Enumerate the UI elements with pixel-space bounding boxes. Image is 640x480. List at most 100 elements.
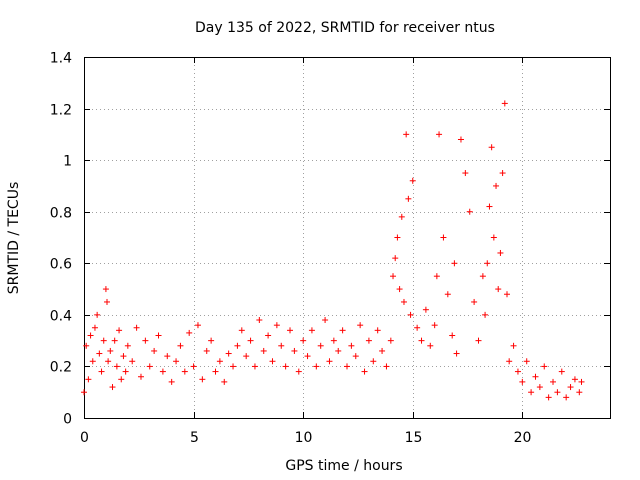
- data-point: [541, 363, 548, 370]
- data-point: [317, 342, 324, 349]
- data-point: [190, 363, 197, 370]
- x-axis-label: GPS time / hours: [285, 458, 402, 474]
- data-point: [431, 322, 438, 329]
- data-point: [122, 368, 129, 375]
- data-point: [344, 363, 350, 370]
- data-point: [490, 234, 497, 241]
- data-point: [265, 332, 272, 339]
- data-point: [387, 337, 394, 344]
- data-point: [238, 327, 245, 334]
- data-point: [578, 378, 585, 385]
- data-point: [208, 337, 215, 344]
- y-tick-labels: 0 0.2 0.4 0.6 0.8 1 1.2 1.4: [50, 51, 72, 428]
- data-point: [330, 337, 337, 344]
- data-point: [164, 353, 171, 360]
- data-point: [203, 347, 210, 354]
- data-point: [326, 358, 333, 365]
- data-point: [137, 373, 144, 380]
- data-point: [536, 384, 543, 391]
- data-point: [558, 368, 565, 375]
- data-point: [567, 384, 574, 391]
- data-point: [451, 260, 458, 267]
- data-point: [499, 170, 506, 177]
- data-point: [313, 363, 320, 370]
- data-point: [488, 144, 495, 151]
- data-point: [493, 182, 500, 189]
- data-point: [91, 324, 98, 331]
- data-point: [348, 342, 355, 349]
- data-point: [554, 389, 561, 396]
- data-point: [497, 249, 504, 256]
- data-point: [234, 342, 241, 349]
- plot-frame: [84, 57, 611, 419]
- axis-ticks: [84, 57, 610, 419]
- data-points: [81, 100, 585, 401]
- y-tick-label: 1.2: [50, 103, 72, 119]
- data-point: [484, 260, 491, 267]
- data-point: [251, 363, 258, 370]
- data-point: [155, 332, 162, 339]
- data-point: [506, 358, 513, 365]
- data-point: [475, 337, 482, 344]
- data-point: [471, 298, 478, 305]
- data-point: [405, 195, 412, 202]
- data-point: [295, 368, 302, 375]
- data-point: [89, 358, 96, 365]
- y-tick-label: 1: [63, 154, 72, 170]
- data-point: [300, 337, 307, 344]
- data-point: [550, 378, 557, 385]
- data-point: [407, 311, 414, 318]
- data-point: [113, 363, 120, 370]
- data-point: [230, 363, 237, 370]
- data-point: [146, 363, 153, 370]
- chart-title: Day 135 of 2022, SRMTID for receiver ntu…: [195, 20, 495, 36]
- data-point: [260, 347, 267, 354]
- y-tick-label: 0.2: [50, 360, 72, 376]
- x-tick-label: 0: [80, 430, 89, 446]
- data-point: [243, 353, 250, 360]
- data-point: [503, 291, 510, 298]
- data-point: [510, 342, 517, 349]
- data-point: [177, 342, 184, 349]
- data-point: [495, 286, 502, 293]
- data-point: [453, 350, 460, 357]
- data-point: [102, 286, 109, 293]
- data-point: [501, 100, 508, 107]
- data-point: [370, 358, 377, 365]
- data-point: [532, 373, 539, 380]
- data-point: [436, 131, 443, 138]
- data-point: [194, 322, 201, 329]
- data-point: [374, 327, 381, 334]
- data-point: [409, 177, 416, 184]
- data-point: [120, 353, 127, 360]
- grid-lines: [84, 57, 610, 418]
- data-point: [514, 368, 521, 375]
- data-point: [571, 376, 578, 383]
- data-point: [269, 358, 276, 365]
- data-point: [85, 376, 92, 383]
- data-point: [291, 347, 298, 354]
- data-point: [339, 327, 346, 334]
- data-point: [100, 337, 107, 344]
- y-tick-label: 0.6: [50, 257, 72, 273]
- data-point: [273, 322, 280, 329]
- data-point: [390, 273, 397, 280]
- data-point: [118, 376, 125, 383]
- y-axis-label: SRMTID / TECUs: [6, 182, 22, 295]
- data-point: [383, 363, 390, 370]
- data-point: [124, 342, 131, 349]
- data-point: [398, 213, 405, 220]
- data-point: [282, 363, 289, 370]
- data-point: [457, 136, 464, 143]
- data-point: [545, 394, 552, 401]
- data-point: [357, 322, 364, 329]
- data-point: [576, 389, 583, 396]
- data-point: [322, 317, 329, 324]
- data-point: [523, 358, 530, 365]
- data-point: [186, 329, 193, 336]
- data-point: [107, 347, 114, 354]
- data-point: [422, 306, 429, 313]
- data-point: [105, 358, 112, 365]
- y-tick-label: 0.8: [50, 206, 72, 222]
